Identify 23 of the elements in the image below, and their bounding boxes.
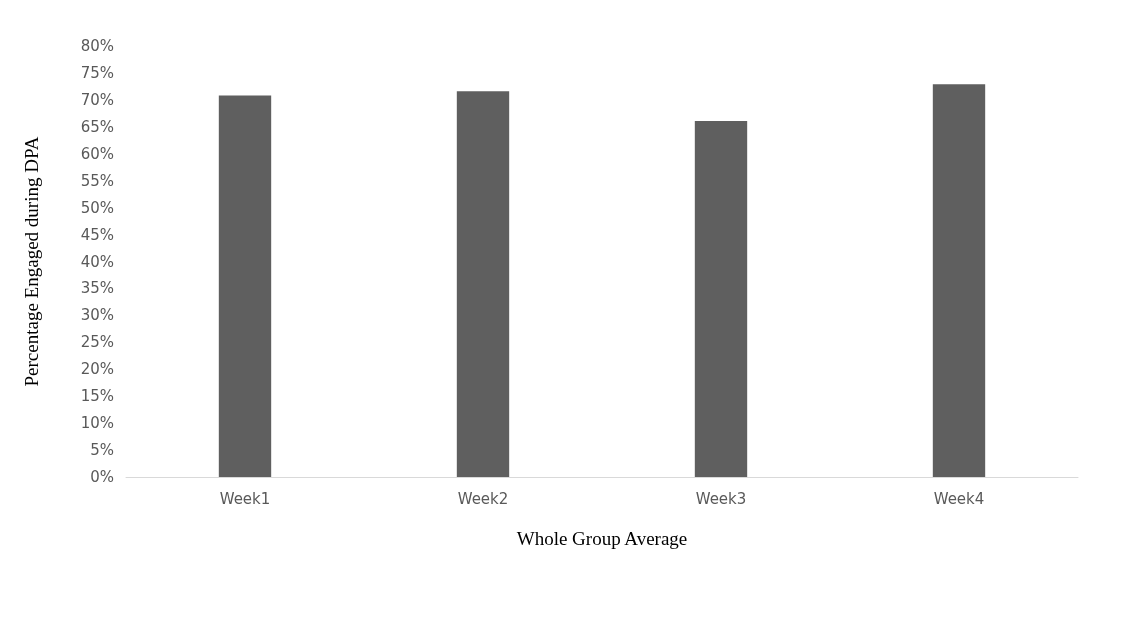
y-tick-label: 10%	[80, 414, 114, 433]
y-tick-label: 25%	[80, 333, 114, 352]
y-tick-label: 5%	[90, 441, 114, 460]
y-tick-label: 80%	[80, 37, 114, 55]
y-tick-label: 30%	[80, 306, 114, 325]
y-tick-label: 50%	[80, 198, 114, 217]
x-axis-title: Whole Group Average	[516, 528, 688, 549]
y-tick-label: 65%	[80, 117, 114, 136]
y-tick-label: 15%	[80, 387, 114, 406]
y-tick-label: 20%	[80, 360, 114, 379]
y-tick-label: 40%	[80, 252, 114, 271]
y-tick-label: 70%	[80, 90, 114, 109]
x-tick-label: Week2	[457, 489, 509, 508]
x-tick-label: Week3	[695, 489, 747, 508]
y-tick-label: 75%	[80, 63, 114, 82]
y-tick-label: 60%	[80, 144, 114, 163]
x-tick-label: Week4	[933, 489, 985, 508]
y-tick-label: 45%	[80, 225, 114, 244]
y-axis-title: Percentage Engaged during DPA	[21, 136, 42, 387]
y-tick-label: 55%	[80, 171, 114, 190]
y-tick-label: 35%	[80, 279, 114, 298]
y-tick-label: 0%	[90, 468, 114, 486]
x-tick-label: Week1	[219, 489, 271, 508]
